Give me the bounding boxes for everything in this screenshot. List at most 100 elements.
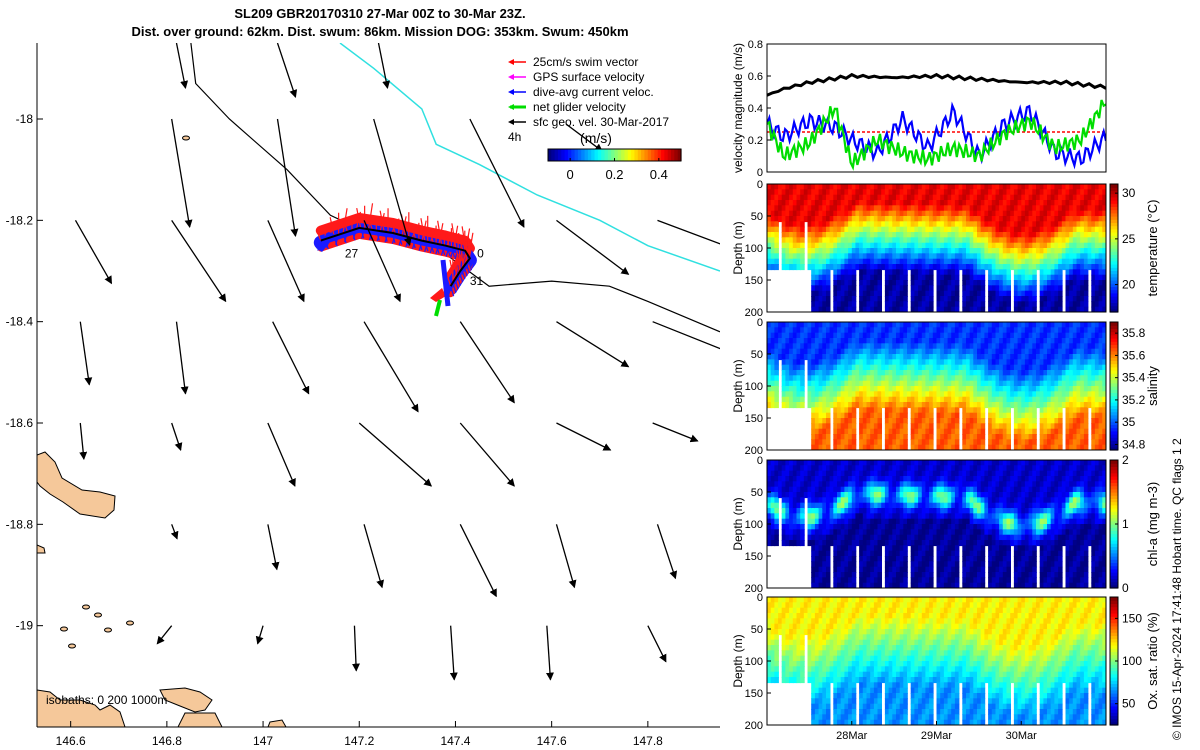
section-heatmap-cell (1050, 301, 1056, 308)
section-heatmap-cell (969, 332, 975, 339)
section-heatmap-cell (829, 210, 835, 217)
section-heatmap-cell (785, 226, 790, 233)
section-heatmap-cell (873, 221, 879, 228)
section-heatmap-cell (1054, 423, 1059, 430)
section-heatmap-cell (962, 274, 967, 281)
section-heatmap-cell (862, 375, 868, 382)
section-heatmap-cell (940, 269, 945, 276)
section-heatmap-cell (781, 502, 787, 509)
section-heatmap-cell (1102, 221, 1106, 228)
section-heatmap-cell (822, 481, 827, 488)
section-heatmap-cell (785, 338, 790, 345)
section-heatmap-cell (1013, 332, 1019, 339)
section-heatmap-cell (991, 370, 997, 377)
section-heatmap-cell (1006, 418, 1011, 425)
section-heatmap-cell (910, 205, 916, 212)
section-colorbar-cell (1110, 430, 1118, 435)
section-heatmap-cell (980, 434, 986, 441)
section-heatmap-cell (862, 582, 868, 588)
section-heatmap-cell (903, 407, 908, 414)
section-heatmap-cell (1058, 242, 1063, 249)
section-heatmap-cell (803, 327, 809, 334)
section-heatmap-cell (785, 264, 790, 271)
section-heatmap-cell (818, 306, 824, 312)
section-heatmap-cell (1083, 290, 1089, 297)
section-heatmap-cell (855, 375, 860, 382)
section-heatmap-cell (811, 348, 816, 355)
section-heatmap-cell (840, 194, 846, 201)
section-heatmap-cell (999, 248, 1004, 255)
section-heatmap-cell (859, 407, 864, 414)
section-heatmap-cell (848, 460, 853, 467)
section-heatmap-cell (862, 200, 868, 207)
section-heatmap-cell (1006, 402, 1011, 409)
section-heatmap-cell (973, 221, 978, 228)
section-heatmap-cell (877, 359, 882, 366)
section-heatmap-cell (873, 210, 879, 217)
current-vector-tick (435, 244, 440, 255)
section-heatmap-cell (814, 497, 820, 504)
net-glider-velocity-vector (434, 299, 442, 317)
section-heatmap-cell (844, 402, 849, 409)
section-heatmap-cell (1043, 210, 1048, 217)
section-heatmap-cell (796, 232, 801, 239)
section-heatmap-cell (862, 444, 868, 450)
section-heatmap-cell (1087, 380, 1093, 387)
section-heatmap-cell (966, 280, 971, 287)
section-heatmap-cell (969, 380, 975, 387)
section-heatmap-cell (995, 221, 1000, 228)
section-heatmap-cell (936, 296, 941, 303)
section-heatmap-cell (947, 205, 953, 212)
section-heatmap-cell (807, 364, 812, 371)
section-heatmap-cell (903, 434, 908, 441)
section-heatmap-cell (921, 274, 927, 281)
section-heatmap-cell (991, 380, 997, 387)
section-heatmap-cell (822, 290, 827, 297)
section-heatmap-cell (1013, 428, 1019, 435)
section-heatmap-cell (785, 497, 790, 504)
section-heatmap-cell (1017, 434, 1023, 441)
section-heatmap-cell (851, 248, 857, 255)
section-heatmap-cell (796, 348, 801, 355)
velocity-series-group (767, 72, 1106, 171)
section-heatmap-cell (1080, 370, 1085, 377)
section-heatmap-cell (1102, 407, 1106, 414)
section-heatmap-cell (870, 364, 875, 371)
section-heatmap-cell (973, 412, 978, 419)
section-heatmap-cell (862, 439, 868, 446)
section-heatmap-cell (1091, 348, 1096, 355)
section-heatmap-cell (954, 428, 960, 435)
section-heatmap-cell (848, 412, 853, 419)
section-heatmap-cell (873, 205, 879, 212)
section-heatmap-cell (940, 189, 945, 196)
section-heatmap-cell (954, 280, 960, 287)
section-heatmap-cell (781, 232, 787, 239)
section-heatmap-cell (929, 359, 934, 366)
section-heatmap-cell (995, 370, 1000, 377)
section-heatmap-cell (840, 226, 846, 233)
section-heatmap-cell (988, 280, 993, 287)
section-heatmap-cell (977, 402, 982, 409)
section-heatmap-cell (848, 274, 853, 281)
section-heatmap-cell (896, 434, 901, 441)
section-heatmap-cell (907, 322, 912, 329)
section-heatmap-cell (896, 327, 901, 334)
section-heatmap-cell (1076, 226, 1081, 233)
section-heatmap-cell (954, 359, 960, 366)
section-heatmap-cell (811, 412, 816, 419)
section-heatmap-cell (1047, 184, 1052, 191)
section-colorbar-cell (1110, 322, 1118, 326)
section-heatmap-cell (969, 274, 975, 281)
section-heatmap-cell (903, 386, 908, 393)
section-heatmap-cell (814, 332, 820, 339)
section-heatmap-cell (995, 343, 1000, 350)
section-heatmap-cell (792, 476, 798, 483)
section-heatmap-cell (1076, 253, 1081, 260)
section-heatmap-cell (1043, 301, 1048, 308)
section-heatmap-cell (840, 444, 846, 450)
section-colorbar-cell (1110, 434, 1118, 438)
section-heatmap-cell (1047, 290, 1052, 297)
velocity-y-tick-label: 0.4 (748, 103, 763, 115)
section-heatmap-cell (811, 189, 816, 196)
